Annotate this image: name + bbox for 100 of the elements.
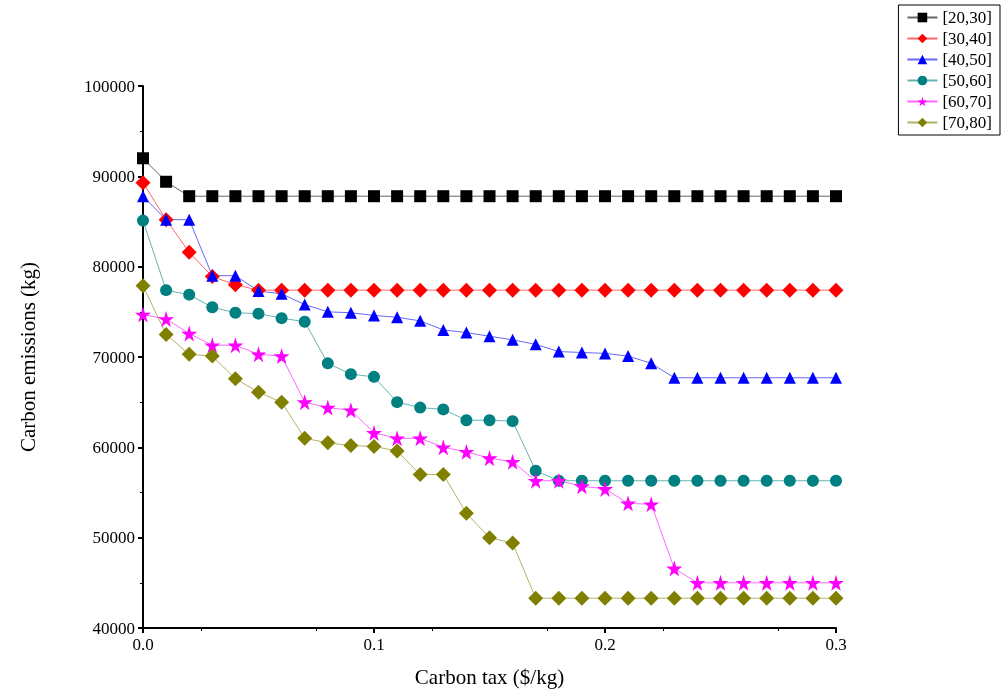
point bbox=[622, 474, 635, 487]
point bbox=[137, 190, 149, 203]
point bbox=[736, 282, 752, 298]
point bbox=[714, 190, 727, 203]
point bbox=[760, 190, 773, 203]
point bbox=[622, 350, 635, 363]
point bbox=[575, 346, 588, 359]
point bbox=[529, 338, 542, 351]
point bbox=[458, 282, 474, 298]
point bbox=[758, 574, 775, 591]
point bbox=[828, 282, 844, 298]
point bbox=[344, 190, 357, 203]
point bbox=[575, 190, 588, 203]
point bbox=[437, 323, 450, 336]
point bbox=[805, 282, 821, 298]
legend-label: [60,70] bbox=[942, 92, 993, 111]
point bbox=[160, 284, 173, 297]
point bbox=[689, 282, 705, 298]
point bbox=[759, 590, 775, 606]
point bbox=[691, 371, 704, 384]
point bbox=[366, 424, 382, 441]
point bbox=[296, 394, 313, 411]
point bbox=[321, 305, 334, 318]
point bbox=[391, 190, 404, 203]
point bbox=[273, 348, 290, 365]
point bbox=[597, 590, 613, 606]
point bbox=[830, 474, 842, 487]
point bbox=[712, 574, 729, 591]
point bbox=[137, 214, 149, 227]
point bbox=[714, 474, 727, 487]
legend-label: [70,80] bbox=[942, 113, 993, 132]
point bbox=[321, 190, 334, 203]
point bbox=[828, 590, 844, 606]
point bbox=[183, 213, 196, 226]
point bbox=[599, 347, 611, 360]
point bbox=[760, 474, 773, 487]
point bbox=[528, 282, 544, 298]
point bbox=[183, 288, 196, 301]
point bbox=[506, 190, 519, 203]
point bbox=[597, 480, 613, 497]
point bbox=[368, 190, 380, 203]
point bbox=[529, 190, 542, 203]
point bbox=[297, 282, 313, 298]
point bbox=[505, 282, 521, 298]
point bbox=[830, 190, 842, 203]
point bbox=[504, 453, 521, 470]
point bbox=[666, 282, 682, 298]
point bbox=[229, 190, 242, 203]
point bbox=[229, 306, 242, 319]
point bbox=[204, 348, 220, 364]
y-axis-title: Carbon emissions (kg) bbox=[15, 261, 40, 453]
point bbox=[735, 574, 752, 591]
point bbox=[181, 244, 197, 260]
point bbox=[275, 287, 288, 300]
point bbox=[781, 574, 798, 591]
x-tick-label: 0.3 bbox=[825, 635, 847, 654]
point bbox=[206, 301, 219, 314]
point bbox=[783, 371, 796, 384]
point bbox=[343, 282, 359, 298]
point bbox=[389, 282, 405, 298]
point bbox=[366, 282, 382, 298]
point bbox=[458, 505, 474, 521]
point bbox=[782, 590, 798, 606]
point bbox=[483, 330, 496, 343]
y-tick-label: 40000 bbox=[92, 618, 135, 638]
point bbox=[668, 371, 681, 384]
point bbox=[158, 311, 175, 328]
point bbox=[298, 298, 311, 311]
point bbox=[620, 282, 636, 298]
point bbox=[252, 307, 265, 320]
point bbox=[599, 190, 611, 203]
point bbox=[528, 590, 544, 606]
point bbox=[483, 414, 496, 427]
point bbox=[275, 190, 288, 203]
point bbox=[527, 472, 544, 489]
legend-label: [30,40] bbox=[942, 29, 993, 48]
x-tick-label: 0.2 bbox=[594, 635, 616, 654]
point bbox=[412, 466, 428, 482]
point bbox=[643, 590, 659, 606]
point bbox=[389, 443, 405, 459]
y-tick-label: 100000 bbox=[84, 76, 135, 96]
point bbox=[227, 371, 243, 387]
point bbox=[206, 190, 219, 203]
point bbox=[622, 190, 635, 203]
point bbox=[321, 357, 334, 370]
y-tick-label: 70000 bbox=[92, 347, 135, 367]
point bbox=[298, 190, 311, 203]
point bbox=[320, 282, 336, 298]
point bbox=[460, 414, 473, 427]
point bbox=[737, 371, 750, 384]
legend-label: [20,30] bbox=[942, 8, 993, 27]
point bbox=[435, 439, 452, 456]
point bbox=[760, 371, 773, 384]
point bbox=[137, 152, 149, 165]
point bbox=[529, 464, 542, 477]
point bbox=[344, 368, 357, 381]
point bbox=[181, 346, 197, 362]
point bbox=[414, 314, 427, 327]
point bbox=[828, 574, 844, 591]
x-tick-label: 0.0 bbox=[132, 635, 154, 654]
